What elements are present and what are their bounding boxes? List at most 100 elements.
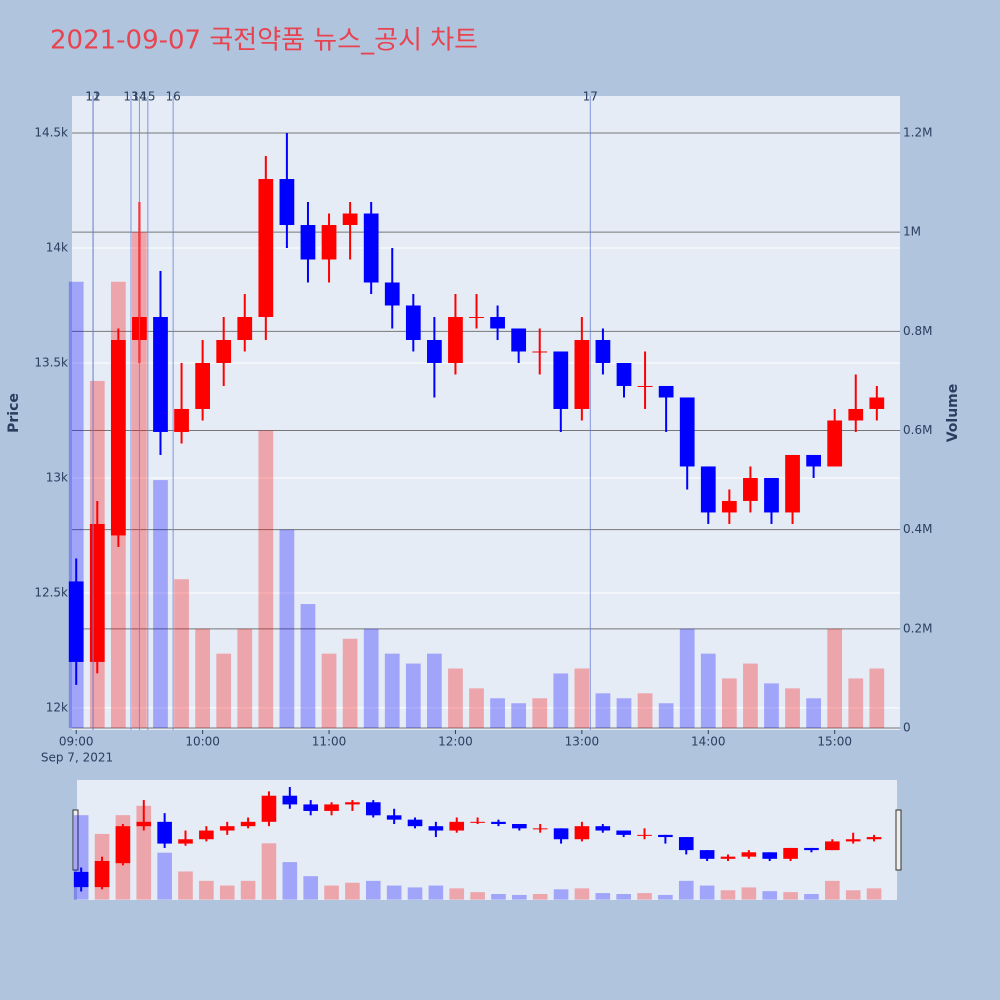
slider-candle bbox=[866, 837, 882, 840]
volume-bar bbox=[574, 668, 590, 729]
candle-body bbox=[553, 351, 569, 409]
volume-bar bbox=[700, 653, 716, 729]
x-date-label: Sep 7, 2021 bbox=[41, 751, 113, 765]
candle-body bbox=[237, 316, 253, 340]
news-label: 12 bbox=[85, 90, 100, 104]
candle-body bbox=[216, 339, 232, 363]
candle-body bbox=[616, 362, 632, 386]
volume-bar bbox=[153, 480, 168, 729]
volume-bar bbox=[469, 688, 484, 729]
y-tick-label: 14k bbox=[46, 241, 68, 255]
volume-bar bbox=[300, 604, 316, 729]
volume-bar bbox=[679, 628, 695, 729]
slider-candle bbox=[282, 795, 298, 805]
candle-body bbox=[700, 466, 716, 513]
x-tick-label: 09:00 bbox=[59, 735, 94, 749]
volume-bar bbox=[553, 673, 569, 729]
candle-body bbox=[743, 477, 758, 501]
y-tick-label: 12.5k bbox=[34, 585, 68, 599]
slider-volume-bar bbox=[804, 893, 819, 900]
candle-body bbox=[300, 225, 316, 260]
y-tick-label: 13.5k bbox=[34, 355, 68, 369]
volume-bar bbox=[363, 628, 379, 729]
slider-candle bbox=[324, 804, 339, 811]
volume-bar bbox=[532, 698, 548, 729]
slider-volume-bar bbox=[762, 891, 778, 900]
slider-candle bbox=[261, 795, 277, 822]
slider-volume-bar bbox=[136, 805, 152, 900]
candle-body bbox=[363, 213, 379, 283]
candle-body bbox=[89, 523, 105, 662]
slider-candle bbox=[199, 830, 214, 840]
x-tick-label: 13:00 bbox=[565, 735, 600, 749]
volume-bar bbox=[595, 693, 611, 729]
slider-volume-bar bbox=[491, 893, 506, 900]
x-tick-label: 15:00 bbox=[817, 735, 852, 749]
slider-candle bbox=[595, 826, 611, 831]
slider-volume-bar bbox=[678, 880, 694, 900]
candle-body bbox=[764, 477, 779, 513]
volume-bar bbox=[490, 698, 505, 729]
candle-body bbox=[384, 282, 400, 306]
slider-candle bbox=[720, 856, 736, 859]
slider-candle bbox=[219, 826, 235, 831]
chart-title: 2021-09-07 국전약품 뉴스_공시 차트 bbox=[50, 26, 478, 56]
volume-bar bbox=[258, 430, 274, 729]
y-tick-label: 12k bbox=[46, 700, 68, 714]
volume-bar bbox=[427, 653, 442, 729]
candle-body bbox=[532, 351, 548, 353]
slider-candle bbox=[574, 826, 590, 840]
candle-body bbox=[574, 339, 590, 409]
slider-candle bbox=[678, 837, 694, 851]
slider-volume-bar bbox=[616, 893, 631, 900]
slider-volume-bar bbox=[386, 885, 402, 900]
slider-candle bbox=[428, 826, 444, 831]
range-handle[interactable] bbox=[72, 809, 79, 871]
slider-volume-bar bbox=[157, 852, 172, 900]
volume-bar bbox=[174, 579, 189, 729]
slider-volume-bar bbox=[324, 885, 339, 900]
y2-tick-label: 0.4M bbox=[903, 522, 932, 536]
volume-bar bbox=[764, 683, 779, 729]
y2-axis-title: Volume bbox=[945, 384, 961, 443]
volume-bar bbox=[869, 668, 885, 729]
slider-candle bbox=[386, 815, 402, 820]
y2-tick-label: 0.6M bbox=[903, 423, 932, 437]
slider-volume-bar bbox=[303, 876, 318, 900]
slider-volume-bar bbox=[512, 894, 527, 900]
slider-candle bbox=[73, 871, 89, 888]
volume-bar bbox=[637, 693, 653, 729]
news-label: 16 bbox=[165, 90, 180, 104]
candle-body bbox=[827, 420, 843, 467]
slider-candle bbox=[240, 821, 256, 827]
news-label: 14 bbox=[132, 90, 147, 104]
candle-body bbox=[448, 316, 463, 363]
slider-candle bbox=[762, 852, 778, 859]
slider-volume-bar bbox=[428, 885, 444, 900]
candle-body bbox=[785, 454, 800, 513]
slider-volume-bar bbox=[783, 892, 798, 900]
y2-tick-label: 0.2M bbox=[903, 621, 932, 635]
y2-tick-label: 1.2M bbox=[903, 125, 932, 139]
slider-candle bbox=[512, 824, 527, 829]
slider-candle bbox=[741, 852, 757, 857]
candle-body bbox=[258, 179, 274, 317]
news-label: 13 bbox=[123, 90, 138, 104]
news-label: 17 bbox=[583, 90, 598, 104]
slider-volume-bar bbox=[261, 843, 277, 900]
range-handle[interactable] bbox=[895, 809, 902, 871]
volume-bar bbox=[279, 529, 295, 729]
slider-volume-bar bbox=[407, 887, 423, 900]
x-tick-label: 11:00 bbox=[312, 735, 347, 749]
slider-volume-bar bbox=[553, 889, 569, 900]
slider-candle bbox=[178, 839, 193, 844]
slider-volume-bar bbox=[178, 871, 193, 900]
news-label: 15 bbox=[140, 90, 155, 104]
slider-volume-bar bbox=[199, 880, 214, 900]
candle-body bbox=[68, 581, 84, 662]
candle-body bbox=[279, 179, 295, 226]
slider-volume-bar bbox=[845, 890, 861, 900]
candle-body bbox=[174, 408, 189, 432]
volume-bar bbox=[195, 628, 210, 729]
